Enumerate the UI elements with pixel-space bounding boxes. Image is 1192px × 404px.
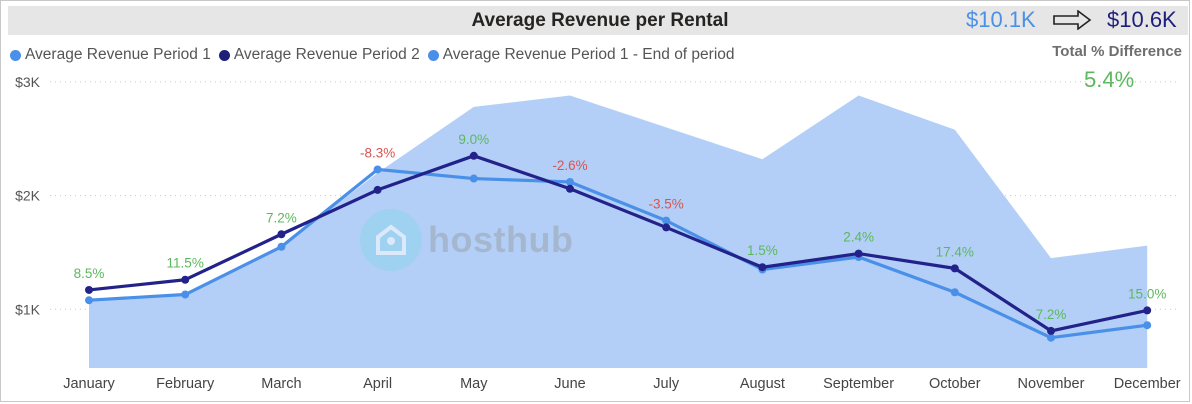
legend: Average Revenue Period 1 Average Revenue…: [10, 46, 743, 64]
data-label: 8.5%: [74, 266, 105, 281]
period-2-point: [758, 263, 767, 272]
x-tick-label: July: [653, 376, 680, 392]
data-label: 1.5%: [747, 243, 778, 258]
period-1-point: [950, 288, 959, 297]
period-2-point: [373, 185, 382, 194]
period-2-point: [1047, 326, 1055, 335]
period-1-point: [1047, 333, 1055, 342]
period-1-point: [181, 290, 190, 299]
legend-item-period-2[interactable]: Average Revenue Period 2: [218, 46, 420, 64]
legend-dot-icon: [10, 49, 21, 61]
total-difference-label: Total % Difference: [1052, 43, 1182, 60]
period-1-point: [373, 165, 382, 174]
data-label: 15.0%: [1128, 286, 1166, 301]
period-2-point: [277, 230, 286, 239]
x-tick-label: April: [363, 376, 392, 392]
data-label: 9.0%: [458, 132, 489, 147]
legend-dot-icon: [427, 49, 439, 61]
x-tick-label: December: [1114, 376, 1181, 392]
data-label: -3.5%: [649, 197, 684, 212]
kpi-start-value: $10.1K: [966, 7, 1036, 32]
legend-item-period-1-end[interactable]: Average Revenue Period 1 - End of period: [427, 46, 735, 64]
data-label: 7.2%: [266, 210, 297, 225]
data-label: 2.4%: [843, 230, 874, 245]
watermark: hosthub: [360, 209, 573, 271]
legend-label: Average Revenue Period 1 - End of period: [442, 46, 735, 63]
x-tick-label: February: [156, 376, 215, 392]
legend-label: Average Revenue Period 2: [233, 46, 420, 63]
x-tick-label: November: [1018, 376, 1085, 392]
x-tick-label: March: [261, 376, 301, 392]
period-2-point: [950, 264, 959, 273]
data-label: -8.3%: [360, 145, 395, 160]
period-2-point: [181, 275, 190, 284]
legend-dot-icon: [218, 49, 230, 61]
period-2-point: [1143, 306, 1152, 315]
house-icon: [360, 209, 422, 271]
period-2-point: [85, 285, 93, 294]
period-1-point: [566, 177, 574, 186]
period-1-point: [662, 216, 671, 225]
data-label: 17.4%: [936, 244, 974, 259]
y-tick-label: $2K: [15, 188, 41, 204]
watermark-text: hosthub: [428, 219, 574, 260]
period-2-point: [662, 223, 671, 232]
x-tick-label: June: [554, 376, 585, 392]
period-1-point: [1143, 321, 1152, 330]
period-2-point: [469, 151, 478, 160]
title-bar: [8, 6, 1188, 35]
area-series-period-1-end: [89, 95, 1148, 368]
period-2-point: [566, 184, 574, 193]
period-1-line: [88, 167, 1148, 340]
x-tick-label: January: [63, 376, 115, 392]
chart-title: Average Revenue per Rental: [471, 10, 729, 31]
period-1-point: [277, 242, 286, 251]
data-label: -2.6%: [552, 158, 587, 173]
x-tick-label: May: [460, 376, 488, 392]
data-label: 7.2%: [1036, 307, 1067, 322]
x-tick-label: August: [740, 376, 785, 392]
period-1-point: [85, 296, 93, 305]
period-2-point: [854, 249, 863, 258]
x-tick-label: September: [823, 376, 894, 392]
legend-item-period-1[interactable]: Average Revenue Period 1: [10, 46, 211, 64]
total-difference-value: 5.4%: [1084, 67, 1135, 92]
period-2-line: [88, 154, 1148, 333]
right-arrow-icon: [1053, 10, 1092, 30]
x-tick-label: October: [929, 376, 981, 392]
data-label: 11.5%: [167, 256, 204, 271]
period-1-point: [469, 174, 478, 183]
y-tick-label: $3K: [15, 74, 41, 90]
kpi-end-value: $10.6K: [1107, 7, 1177, 32]
y-tick-label: $1K: [15, 301, 41, 317]
legend-label: Average Revenue Period 1: [25, 46, 211, 63]
